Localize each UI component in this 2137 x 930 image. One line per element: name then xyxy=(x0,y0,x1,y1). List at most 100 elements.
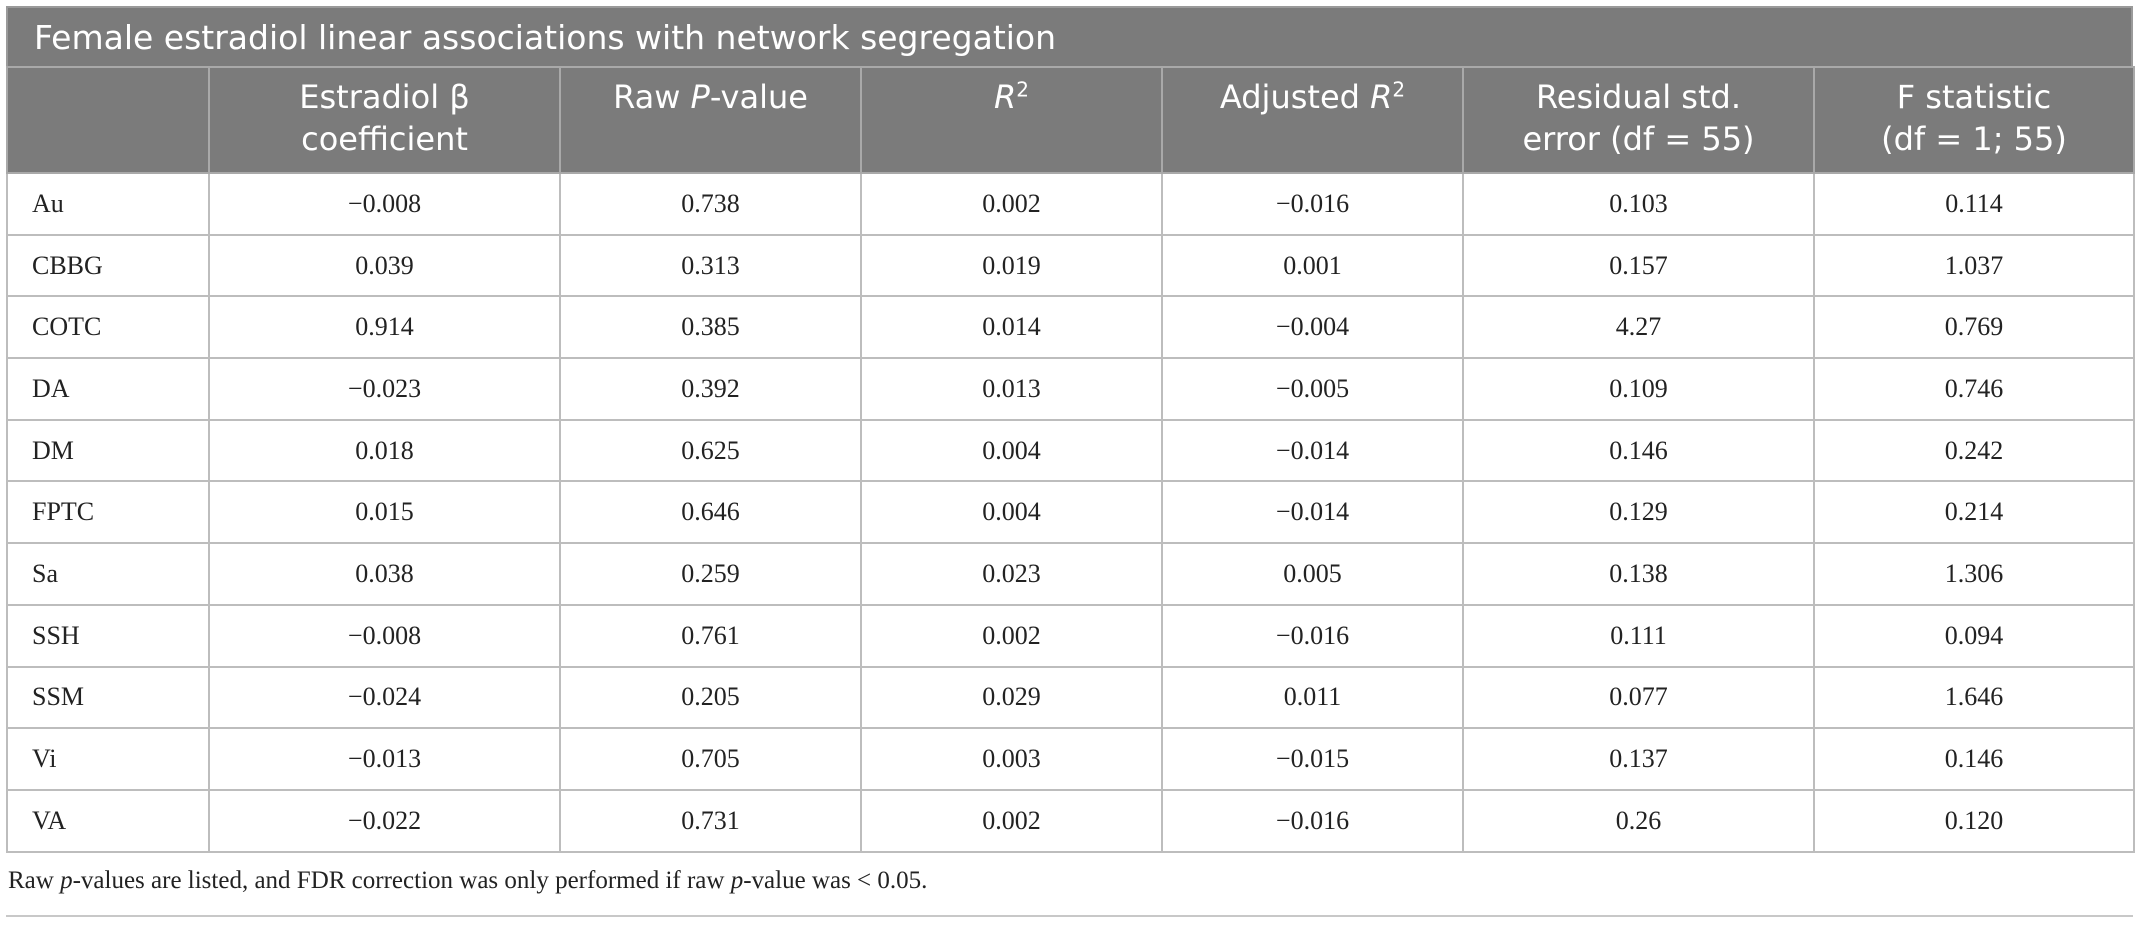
header-adj-r2-ital: R xyxy=(1370,78,1393,116)
cell-f: 0.120 xyxy=(1813,788,2135,853)
footnote-part-c: -values are listed, and FDR correction w… xyxy=(72,866,731,894)
cell-beta: −0.008 xyxy=(208,172,561,236)
cell-beta: 0.914 xyxy=(208,295,561,360)
cell-rse: 0.157 xyxy=(1462,233,1815,298)
row-label: DA xyxy=(6,357,210,421)
table-header: Estradiol β coefficient Raw P-value R2 A… xyxy=(6,66,2135,174)
cell-rse: 0.077 xyxy=(1462,665,1815,730)
cell-r2: 0.013 xyxy=(860,357,1163,421)
cell-adj-r2: −0.014 xyxy=(1161,418,1464,483)
header-adj-r2-pre: Adjusted xyxy=(1219,78,1371,116)
cell-p: 0.313 xyxy=(559,233,862,298)
table-container: Female estradiol linear associations wit… xyxy=(6,6,2135,917)
row-label: VA xyxy=(6,788,210,853)
header-raw-p-value: Raw P-value xyxy=(559,66,862,174)
cell-rse: 4.27 xyxy=(1462,295,1815,360)
cell-rse: 0.137 xyxy=(1462,727,1815,791)
cell-adj-r2: −0.015 xyxy=(1161,727,1464,791)
footnote-part-b: p xyxy=(60,866,73,894)
cell-p: 0.385 xyxy=(559,295,862,360)
cell-f: 0.146 xyxy=(1813,727,2135,791)
row-label: Sa xyxy=(6,542,210,606)
cell-f: 1.646 xyxy=(1813,665,2135,730)
cell-beta: −0.024 xyxy=(208,665,561,730)
row-label: DM xyxy=(6,418,210,483)
cell-rse: 0.129 xyxy=(1462,480,1815,545)
footnote-part-e: -value was < 0.05. xyxy=(743,866,928,894)
header-f-line1: F statistic xyxy=(1896,78,2052,116)
header-adjusted-r-squared: Adjusted R2 xyxy=(1161,66,1464,174)
cell-rse: 0.138 xyxy=(1462,542,1815,606)
cell-p: 0.392 xyxy=(559,357,862,421)
header-row: Estradiol β coefficient Raw P-value R2 A… xyxy=(6,66,2135,174)
table-row: VA −0.022 0.731 0.002 −0.016 0.26 0.120 xyxy=(6,788,2135,853)
cell-f: 0.746 xyxy=(1813,357,2135,421)
cell-p: 0.259 xyxy=(559,542,862,606)
cell-adj-r2: −0.016 xyxy=(1161,788,1464,853)
cell-p: 0.205 xyxy=(559,665,862,730)
cell-f: 0.114 xyxy=(1813,172,2135,236)
row-label: FPTC xyxy=(6,480,210,545)
table-row: DA −0.023 0.392 0.013 −0.005 0.109 0.746 xyxy=(6,357,2135,421)
table-row: FPTC 0.015 0.646 0.004 −0.014 0.129 0.214 xyxy=(6,480,2135,545)
cell-beta: −0.022 xyxy=(208,788,561,853)
cell-r2: 0.002 xyxy=(860,788,1163,853)
cell-f: 0.094 xyxy=(1813,603,2135,668)
table-row: COTC 0.914 0.385 0.014 −0.004 4.27 0.769 xyxy=(6,295,2135,360)
header-rse-line1: Residual std. xyxy=(1535,78,1741,116)
header-network xyxy=(6,66,210,174)
table-row: CBBG 0.039 0.313 0.019 0.001 0.157 1.037 xyxy=(6,233,2135,298)
row-label: CBBG xyxy=(6,233,210,298)
header-r2-sup: 2 xyxy=(1016,77,1029,102)
cell-r2: 0.004 xyxy=(860,480,1163,545)
cell-p: 0.705 xyxy=(559,727,862,791)
cell-adj-r2: 0.001 xyxy=(1161,233,1464,298)
footnote-part-a: Raw xyxy=(8,866,61,894)
cell-p: 0.625 xyxy=(559,418,862,483)
footnote-part-d: p xyxy=(730,866,744,894)
cell-f: 1.037 xyxy=(1813,233,2135,298)
cell-r2: 0.023 xyxy=(860,542,1163,606)
cell-beta: −0.008 xyxy=(208,603,561,668)
table-body: Au −0.008 0.738 0.002 −0.016 0.103 0.114 CBBG 0… xyxy=(6,172,2135,853)
cell-adj-r2: −0.014 xyxy=(1161,480,1464,545)
cell-p: 0.646 xyxy=(559,480,862,545)
cell-rse: 0.109 xyxy=(1462,357,1815,421)
row-label: COTC xyxy=(6,295,210,360)
cell-beta: 0.039 xyxy=(208,233,561,298)
cell-rse: 0.146 xyxy=(1462,418,1815,483)
header-estradiol-beta-line1: Estradiol β xyxy=(299,78,470,116)
row-label: SSM xyxy=(6,665,210,730)
header-estradiol-beta-line2: coefficient xyxy=(301,120,468,158)
header-r2-ital: R xyxy=(994,78,1017,116)
cell-rse: 0.111 xyxy=(1462,603,1815,668)
cell-adj-r2: −0.005 xyxy=(1161,357,1464,421)
row-label: Au xyxy=(6,172,210,236)
cell-p: 0.738 xyxy=(559,172,862,236)
cell-beta: 0.018 xyxy=(208,418,561,483)
cell-f: 0.242 xyxy=(1813,418,2135,483)
table-row: SSH −0.008 0.761 0.002 −0.016 0.111 0.094 xyxy=(6,603,2135,668)
cell-beta: −0.023 xyxy=(208,357,561,421)
row-label: Vi xyxy=(6,727,210,791)
header-raw-p-ital: P xyxy=(690,78,710,116)
header-estradiol-beta: Estradiol β coefficient xyxy=(208,66,561,174)
cell-r2: 0.002 xyxy=(860,603,1163,668)
cell-adj-r2: 0.011 xyxy=(1161,665,1464,730)
cell-p: 0.731 xyxy=(559,788,862,853)
cell-p: 0.761 xyxy=(559,603,862,668)
cell-f: 0.214 xyxy=(1813,480,2135,545)
cell-adj-r2: −0.004 xyxy=(1161,295,1464,360)
row-label: SSH xyxy=(6,603,210,668)
header-f-statistic: F statistic (df = 1; 55) xyxy=(1813,66,2135,174)
cell-f: 1.306 xyxy=(1813,542,2135,606)
cell-rse: 0.26 xyxy=(1462,788,1815,853)
results-table: Estradiol β coefficient Raw P-value R2 A… xyxy=(6,66,2135,853)
cell-f: 0.769 xyxy=(1813,295,2135,360)
cell-r2: 0.029 xyxy=(860,665,1163,730)
cell-r2: 0.019 xyxy=(860,233,1163,298)
header-residual-std-error: Residual std. error (df = 55) xyxy=(1462,66,1815,174)
header-adj-r2-sup: 2 xyxy=(1392,77,1406,102)
table-row: Au −0.008 0.738 0.002 −0.016 0.103 0.114 xyxy=(6,172,2135,236)
table-row: DM 0.018 0.625 0.004 −0.014 0.146 0.242 xyxy=(6,418,2135,483)
